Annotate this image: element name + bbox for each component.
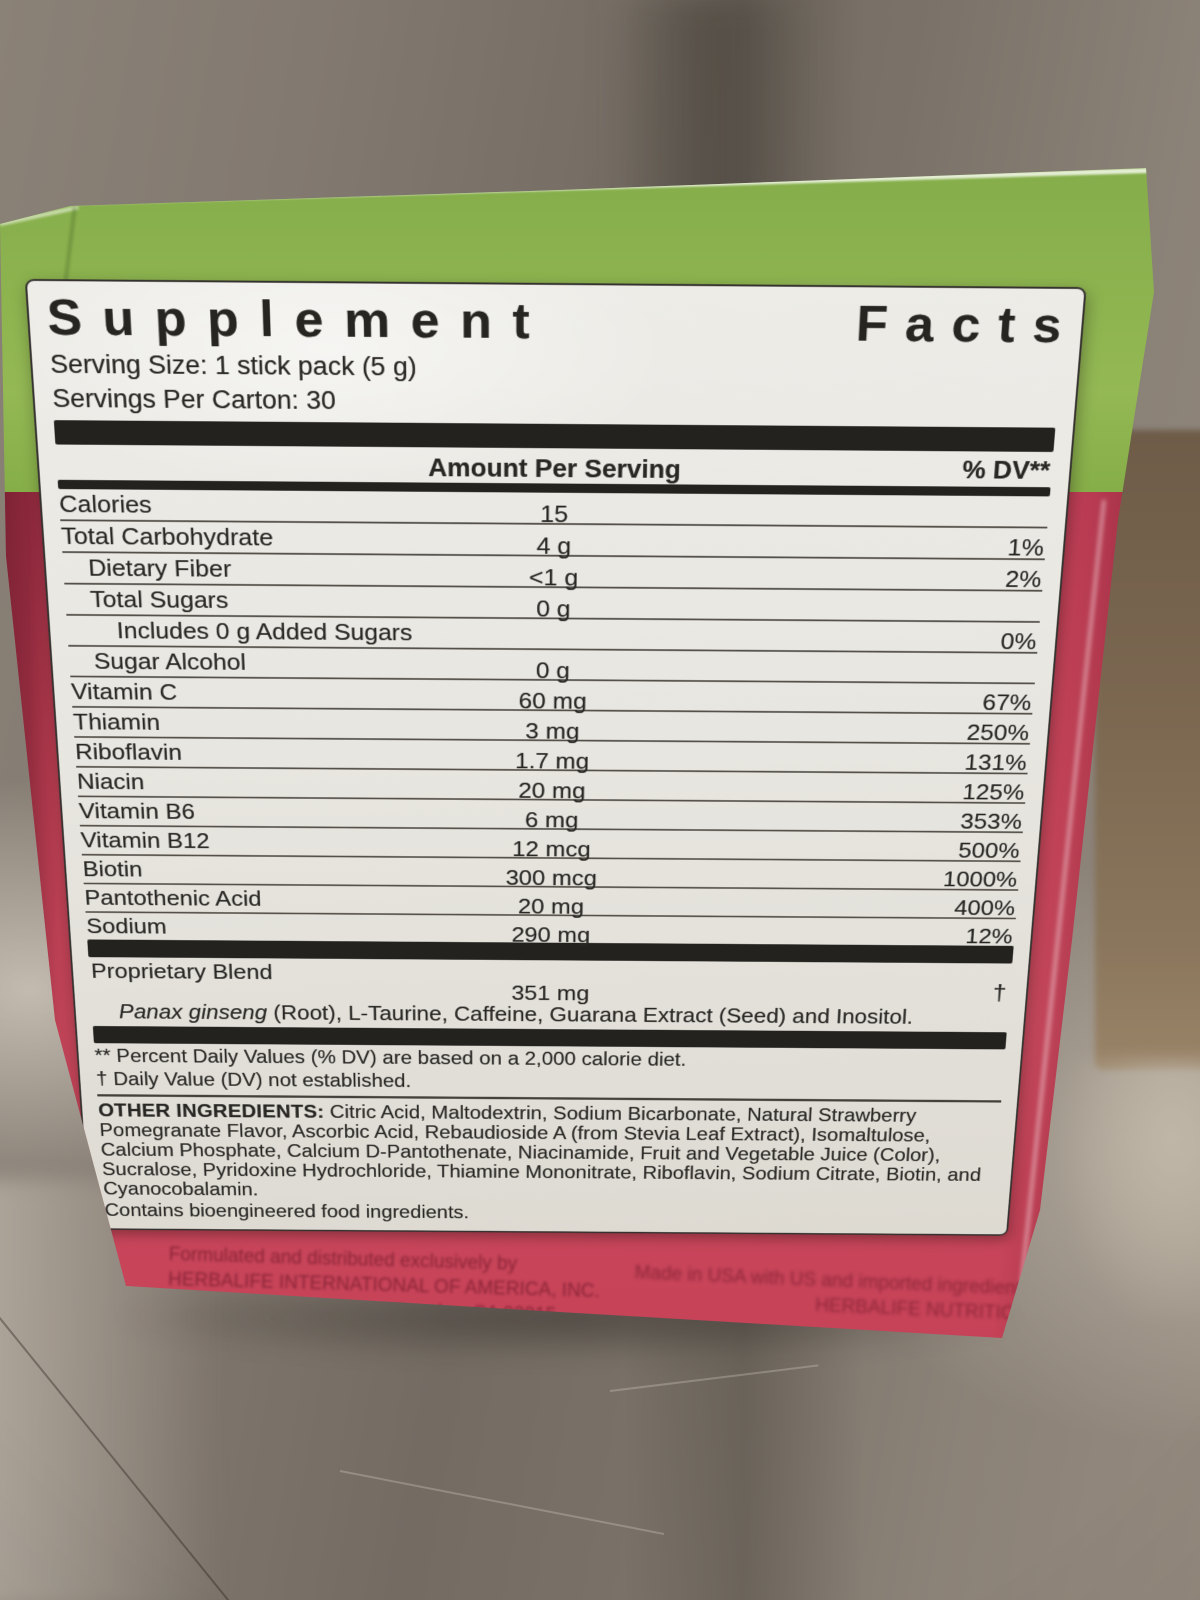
other-ingredients: OTHER INGREDIENTS: Citric Acid, Maltodex… xyxy=(98,1100,1001,1204)
supplement-carton: Supplement Facts Serving Size: 1 stick p… xyxy=(0,168,1154,1338)
nutrient-name: Sugar Alcohol xyxy=(93,647,247,676)
blend-name: Proprietary Blend xyxy=(90,958,273,984)
proprietary-blend-row: Proprietary Blend 351 mg † xyxy=(88,957,1012,1008)
nutrient-name: Includes 0 g Added Sugars xyxy=(116,616,413,646)
blend-ingredient-latin: Panax ginseng xyxy=(118,1001,268,1025)
nutrient-name: Biotin xyxy=(81,856,144,882)
nutrient-name: Niacin xyxy=(76,768,145,795)
nutrient-name: Calories xyxy=(58,489,153,519)
column-header-row: Amount Per Serving % DV** xyxy=(55,445,1053,488)
nutrient-name: Thiamin xyxy=(72,708,161,735)
supplement-facts-label: Supplement Facts Serving Size: 1 stick p… xyxy=(24,278,1087,1236)
nutrient-dv: 125% xyxy=(961,779,1026,805)
nutrient-dv: 1000% xyxy=(942,866,1019,892)
footnote-dagger: † Daily Value (DV) not established. xyxy=(95,1068,412,1091)
column-header-amount: Amount Per Serving xyxy=(427,453,682,484)
nutrient-dv: 500% xyxy=(957,837,1021,863)
floor-scratch xyxy=(609,1364,819,1392)
nutrient-dv: 400% xyxy=(953,895,1016,921)
background-light-patch xyxy=(1060,1060,1200,1320)
footnote-daily-values: ** Percent Daily Values (% DV) are based… xyxy=(94,1045,687,1070)
nutrient-name: Riboflavin xyxy=(74,738,183,765)
nutrient-name: Vitamin B6 xyxy=(78,798,196,824)
nutrient-dv: 67% xyxy=(981,689,1033,716)
servings-per-carton: Servings Per Carton: 30 xyxy=(51,384,337,415)
label-title-word: Supplement xyxy=(45,289,551,350)
nutrient-name: Total Sugars xyxy=(89,585,229,614)
nutrient-dv: 250% xyxy=(965,719,1031,746)
nutrient-name: Dietary Fiber xyxy=(87,554,232,583)
nutrient-dv: 12% xyxy=(964,923,1014,949)
nutrient-dv: 2% xyxy=(1004,565,1043,593)
nutrient-dv: 131% xyxy=(963,749,1028,776)
nutrient-name: Vitamin B12 xyxy=(80,827,211,854)
serving-size: Serving Size: 1 stick pack (5 g) xyxy=(49,349,417,382)
nutrient-name: Sodium xyxy=(85,913,168,939)
bioengineered-note: Contains bioengineered food ingredients. xyxy=(104,1200,470,1222)
nutrient-name: Pantothenic Acid xyxy=(83,885,262,911)
nutrient-dv: 0% xyxy=(999,627,1038,655)
nutrient-name: Total Carbohydrate xyxy=(60,522,274,551)
blend-dagger: † xyxy=(991,980,1008,1005)
label-title: Supplement Facts xyxy=(45,289,1081,354)
other-ingredients-heading: OTHER INGREDIENTS: xyxy=(97,1100,325,1122)
blend-amount: 351 mg xyxy=(511,980,590,1006)
nutrient-dv: 353% xyxy=(959,808,1023,834)
label-title-word: Facts xyxy=(854,296,1082,354)
nutrient-name: Vitamin C xyxy=(70,678,178,705)
column-header-dv: % DV** xyxy=(961,455,1052,485)
floor-scratch xyxy=(339,1470,665,1535)
nutrient-dv: 1% xyxy=(1006,533,1045,562)
nutrient-amount: 290 mg xyxy=(511,922,591,947)
